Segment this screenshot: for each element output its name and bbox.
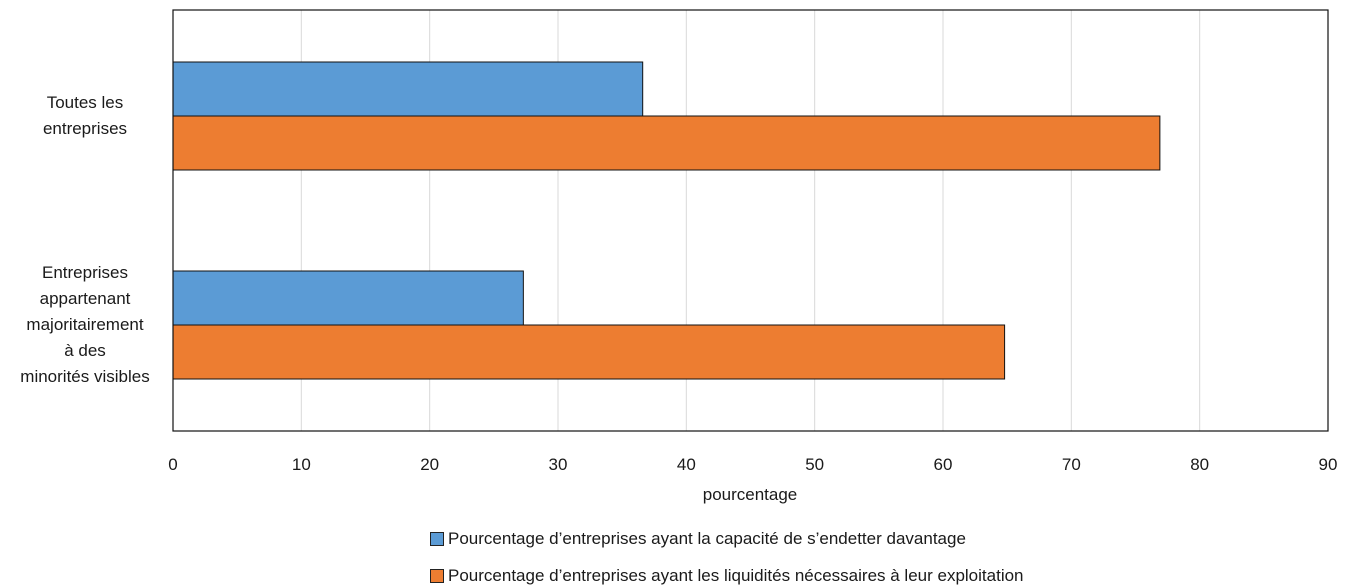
category-label-line: majoritairement: [26, 315, 144, 334]
category-label: Entreprises appartenant majoritairement à d…: [0, 260, 170, 390]
bar: [172, 61, 644, 117]
x-tick-label: 50: [805, 455, 824, 474]
bar: [172, 270, 524, 326]
x-tick-label: 90: [1319, 455, 1338, 474]
category-label-line: Entreprises: [42, 263, 128, 282]
category-label-line: minorités visibles: [20, 367, 150, 386]
category-label: Toutes les entreprises: [0, 90, 170, 142]
x-tick-label: 30: [549, 455, 568, 474]
category-label-line: appartenant: [39, 289, 131, 308]
legend-swatch-orange: [430, 569, 444, 583]
x-tick-label: 20: [420, 455, 439, 474]
legend-item-2: Pourcentage d’entreprises ayant les liqu…: [430, 566, 1024, 586]
category-label-line: Toutes les: [46, 93, 124, 112]
legend-label-2: Pourcentage d’entreprises ayant les liqu…: [448, 566, 1024, 585]
x-tick-label: 80: [1190, 455, 1209, 474]
x-tick-label: 60: [934, 455, 953, 474]
category-label-line: à des: [64, 341, 106, 360]
legend-swatch-blue: [430, 532, 444, 546]
x-axis-label: pourcentage: [703, 485, 798, 504]
legend-item-1: Pourcentage d’entreprises ayant la capac…: [430, 529, 966, 549]
bar: [172, 115, 1161, 171]
bars: [172, 61, 1161, 380]
category-label-line: entreprises: [42, 119, 128, 138]
x-tick-label: 0: [168, 455, 177, 474]
x-tick-labels: 0 10 20 30 40 50 60 70 80 90: [168, 455, 1337, 474]
bar: [172, 324, 1006, 380]
plot-frame: [172, 9, 1329, 432]
x-tick-label: 10: [292, 455, 311, 474]
legend-label-1: Pourcentage d’entreprises ayant la capac…: [448, 529, 966, 548]
x-tick-label: 70: [1062, 455, 1081, 474]
x-tick-label: 40: [677, 455, 696, 474]
